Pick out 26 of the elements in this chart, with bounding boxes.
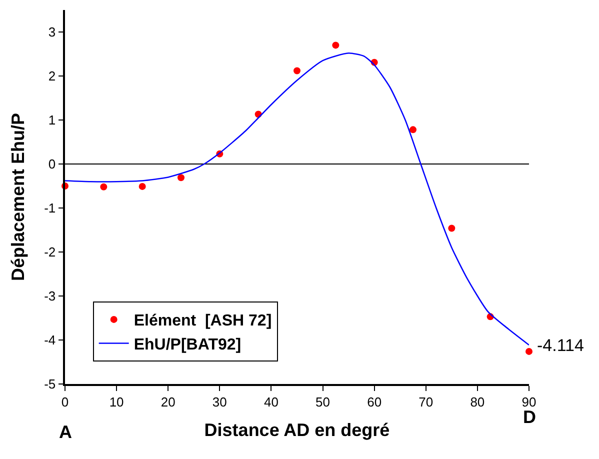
x-axis-title: Distance AD en degré [204,420,390,440]
x-tick-label: 20 [160,394,176,410]
y-tick-label: -1 [44,200,56,216]
legend-label: Elément [ASH 72] [134,312,272,330]
text: A [59,422,72,442]
y-tick-label: -5 [44,376,56,392]
x-tick-label: 0 [61,394,69,410]
x-tick-label: 80 [470,394,485,410]
x-tick-label: 50 [316,394,330,410]
x-tick-label: 90 [522,394,536,410]
y-tick-label: 0 [48,156,56,172]
y-tick-label: 1 [48,112,56,128]
x-tick-label: 60 [367,394,382,410]
y-tick-label: -4 [44,332,56,348]
y-tick-label: 2 [48,68,56,84]
y-axis-title: Déplacement Ehu/P [8,112,28,282]
y-tick-label: -3 [44,288,56,304]
x-tick-label: 70 [418,394,434,410]
text: D [523,407,536,427]
y-tick-label: 3 [48,24,56,40]
y-tick-label: -2 [44,244,56,260]
x-tick-label: 30 [212,394,227,410]
annotation: -4.114 [537,336,584,355]
x-tick-label: 40 [264,394,278,410]
legend-label: EhU/P[BAT92] [134,336,242,354]
x-tick-label: 10 [109,394,124,410]
